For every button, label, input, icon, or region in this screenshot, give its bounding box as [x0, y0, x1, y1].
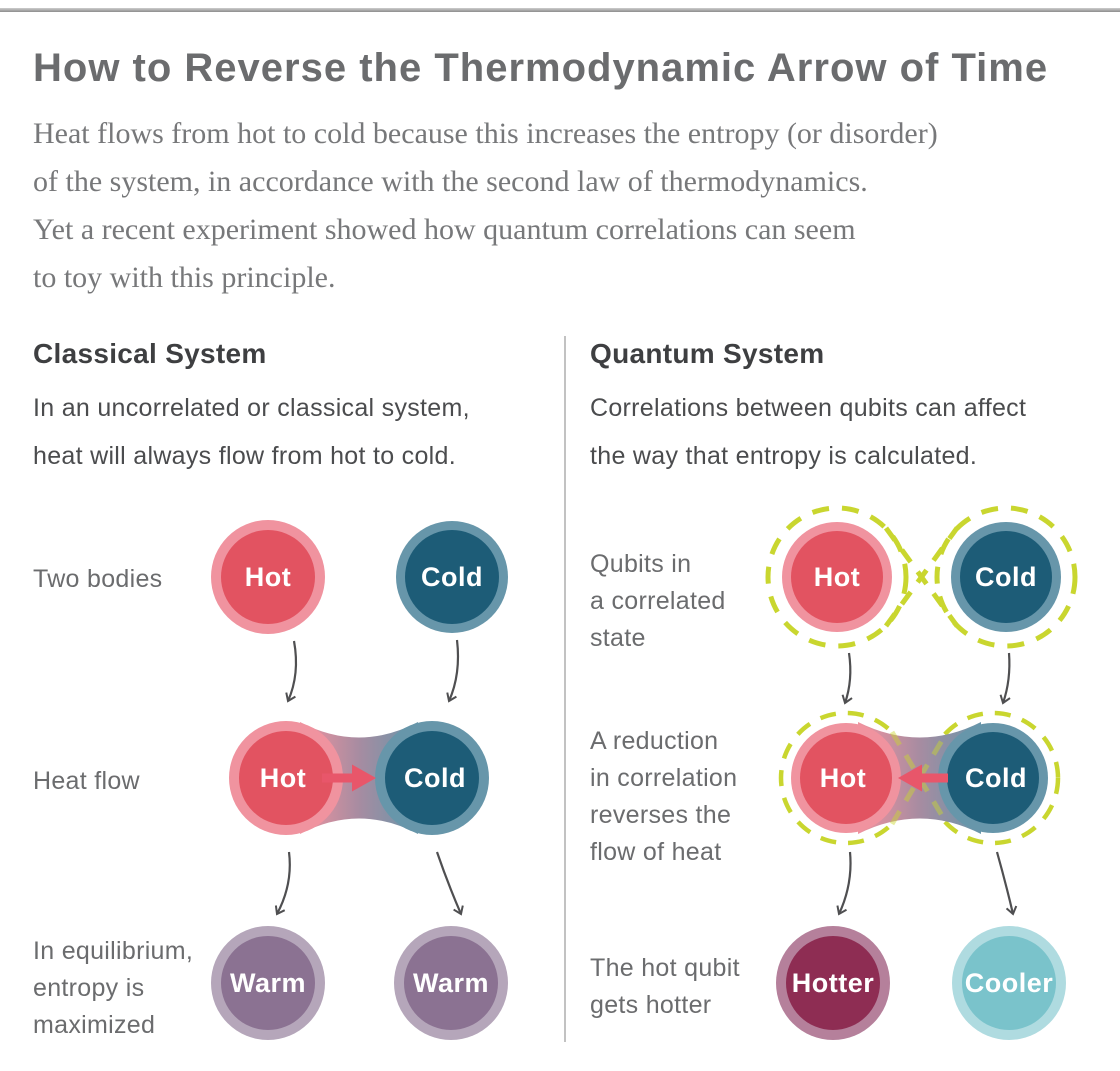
- quantum-row-reversed-flow: Hot Cold: [778, 710, 1061, 846]
- warm-body-label: Warm: [230, 968, 306, 998]
- label-reduced-correlation: A reduction in correlation reverses the …: [590, 727, 738, 866]
- cold-qubit-circle: [947, 732, 1039, 824]
- hot-qubit-circle: [791, 531, 883, 623]
- flow-connector-arrow: [435, 851, 464, 916]
- cold-body-circle: [405, 530, 499, 624]
- hot-qubit-circle: [800, 732, 892, 824]
- cooler-qubit-label: Cooler: [965, 968, 1054, 998]
- entanglement-cross-line-faded: [889, 730, 950, 826]
- flow-connector-arrow: [841, 652, 853, 705]
- hot-body-circle: [221, 530, 315, 624]
- label-heat-flow: Heat flow: [33, 767, 140, 795]
- cold-qubit-circle: [960, 531, 1052, 623]
- hot-body-circle: [239, 731, 333, 825]
- correlation-dashed-ring: [934, 505, 1078, 649]
- correlation-dashed-ring: [765, 505, 909, 649]
- quantum-description: Correlations between qubits can affect t…: [590, 394, 1027, 470]
- label-equilibrium: In equilibrium, entropy is maximized: [33, 937, 194, 1039]
- label-two-bodies: Two bodies: [33, 565, 163, 593]
- cold-body-circle: [385, 731, 479, 825]
- heat-arrow-right-icon: [352, 764, 376, 792]
- hot-qubit-label: Hot: [820, 763, 866, 793]
- flow-connector-arrow: [995, 851, 1018, 916]
- heat-arrow-left-icon: [898, 764, 922, 792]
- flow-connector-arrow: [999, 652, 1011, 705]
- flow-connector-arrow: [836, 851, 852, 916]
- hot-qubit-label: Hot: [814, 562, 860, 592]
- cooler-qubit-circle: [962, 936, 1056, 1030]
- flow-connector-arrow: [274, 851, 291, 916]
- page-title: How to Reverse the Thermodynamic Arrow o…: [33, 46, 1049, 90]
- column-divider: [564, 336, 566, 1042]
- classical-row-two-bodies: Hot Cold: [211, 520, 508, 634]
- cold-qubit-label: Cold: [965, 763, 1027, 793]
- warm-body-label: Warm: [413, 968, 489, 998]
- hot-body-label: Hot: [260, 763, 306, 793]
- cold-qubit-label: Cold: [975, 562, 1037, 592]
- classical-row-equilibrium: Warm Warm: [211, 926, 508, 1040]
- cold-body-label: Cold: [404, 763, 466, 793]
- top-rule: [0, 8, 1120, 12]
- hotter-qubit-circle: [786, 936, 880, 1030]
- entanglement-cross-line: [883, 526, 960, 628]
- entanglement-cross-line-faded: [889, 730, 950, 826]
- classical-description: In an uncorrelated or classical system, …: [33, 394, 470, 470]
- flow-connector-arrow: [285, 640, 298, 703]
- warm-body-circle: [404, 936, 498, 1030]
- intro-paragraph: Heat flows from hot to cold because this…: [33, 117, 938, 294]
- label-correlated-qubits: Qubits in a correlated state: [590, 550, 726, 652]
- warm-body-circle: [221, 936, 315, 1030]
- cold-body-label: Cold: [421, 562, 483, 592]
- quantum-row-correlated: Hot Cold: [765, 505, 1078, 649]
- quantum-heading: Quantum System: [590, 338, 825, 369]
- label-hot-qubit-hotter: The hot qubit gets hotter: [590, 954, 740, 1019]
- classical-heading: Classical System: [33, 338, 267, 369]
- classical-row-heat-flow: Hot Cold: [229, 721, 489, 835]
- hot-body-label: Hot: [245, 562, 291, 592]
- hotter-qubit-label: Hotter: [792, 968, 875, 998]
- quantum-row-result: Hotter Cooler: [776, 926, 1066, 1040]
- flow-connector-arrow: [446, 639, 460, 703]
